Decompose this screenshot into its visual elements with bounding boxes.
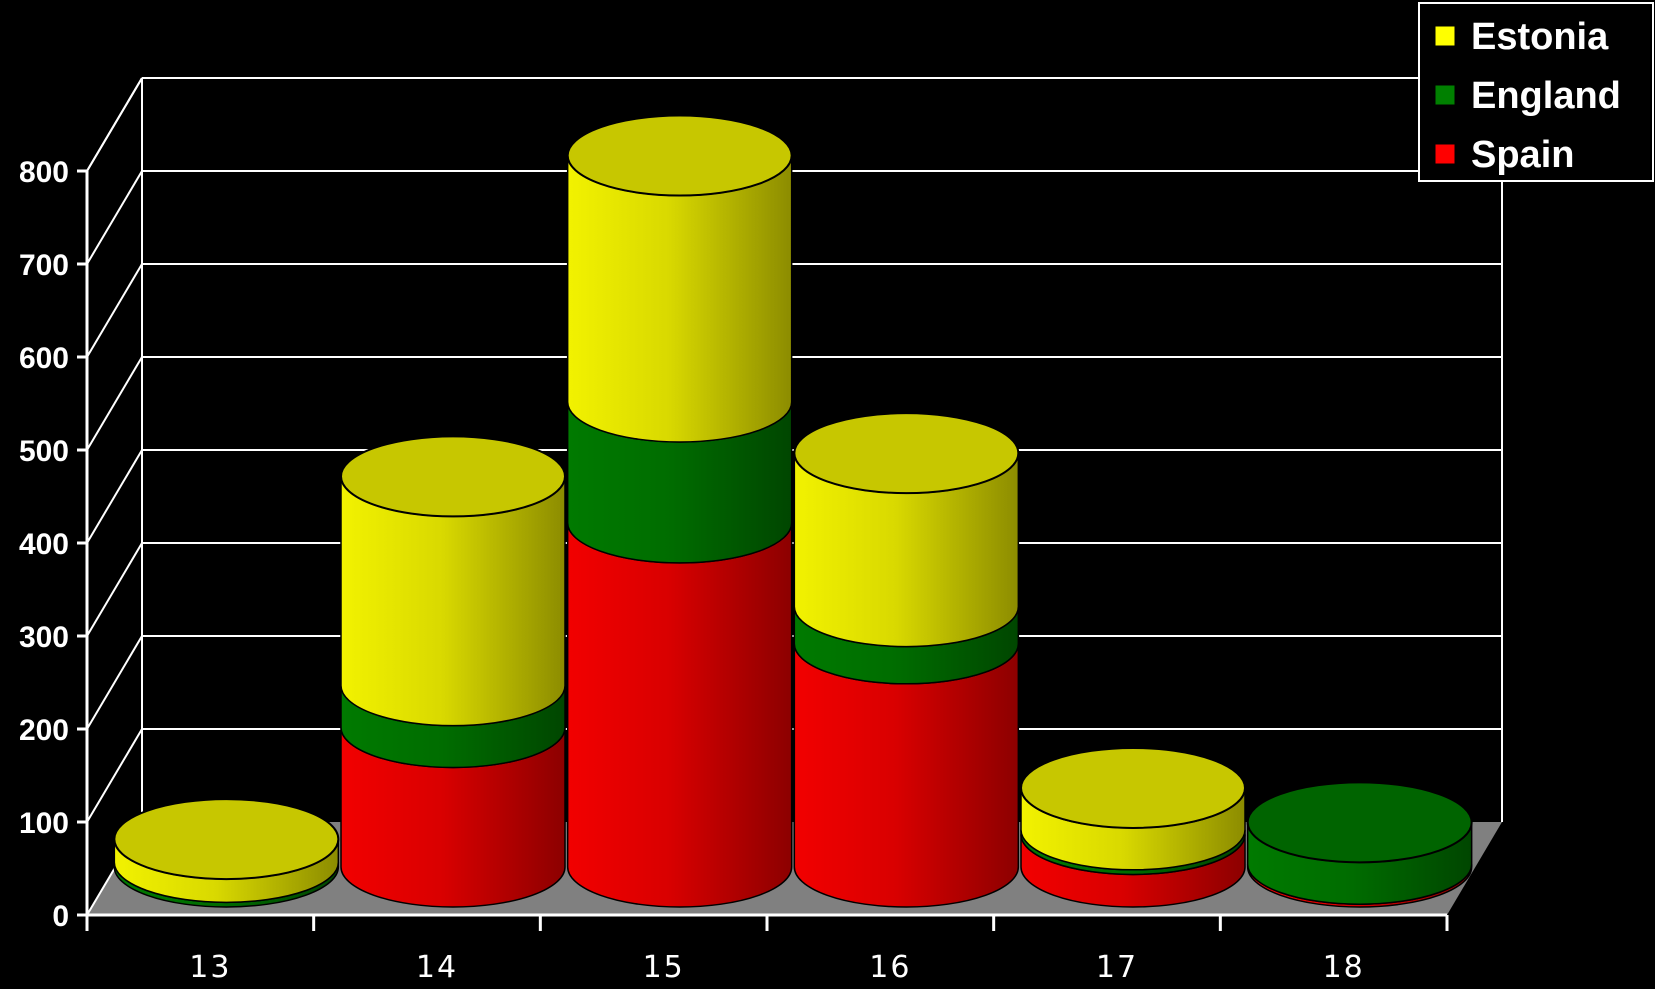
side-gridline xyxy=(86,170,143,265)
bar-stack xyxy=(1020,746,1246,908)
x-tick-label: 18 xyxy=(1323,950,1365,985)
side-gridline xyxy=(86,542,143,637)
wall-top-side xyxy=(86,77,143,172)
bar-top-cap xyxy=(1246,781,1473,864)
legend: Estonia England Spain xyxy=(1418,2,1654,182)
legend-label-estonia: Estonia xyxy=(1471,16,1609,58)
x-tick-label: 15 xyxy=(643,950,685,985)
y-tick-label: 400 xyxy=(19,528,69,561)
y-tick-label: 100 xyxy=(19,807,69,840)
bar-stack xyxy=(113,798,340,908)
y-tick-label: 200 xyxy=(19,714,69,747)
side-gridline xyxy=(86,356,143,451)
x-tick-label: 14 xyxy=(416,950,458,985)
bar-top-cap xyxy=(793,412,1020,495)
bar-top-cap xyxy=(113,798,340,881)
y-tick-label: 700 xyxy=(19,249,69,282)
side-gridline xyxy=(86,449,143,544)
legend-box xyxy=(1418,2,1654,182)
bar-top-cap xyxy=(1020,746,1246,829)
legend-swatch-england xyxy=(1434,84,1456,106)
bars xyxy=(113,114,1473,908)
side-gridline xyxy=(86,635,143,730)
side-gridline xyxy=(86,263,143,358)
y-tick-label: 500 xyxy=(19,435,69,468)
legend-swatch-spain xyxy=(1434,143,1456,165)
y-axis-tick-labels: 0 100 200 300 400 500 600 700 800 xyxy=(19,156,69,933)
bar-stack xyxy=(793,412,1020,908)
bar-top-cap xyxy=(340,435,566,518)
x-tick-label: 16 xyxy=(869,950,911,985)
bar-stack xyxy=(340,435,566,908)
x-tick-label: 13 xyxy=(189,950,231,985)
y-tick-label: 0 xyxy=(52,900,69,933)
y-tick-label: 600 xyxy=(19,342,69,375)
x-axis-tick-labels: 13 14 15 16 17 18 xyxy=(189,950,1365,985)
bar-segment-spain xyxy=(566,522,793,908)
bar-stack xyxy=(566,114,793,908)
axes xyxy=(77,169,1449,931)
x-tick-label: 17 xyxy=(1096,950,1138,985)
bar-top-cap xyxy=(566,114,793,197)
side-gridline xyxy=(86,728,143,823)
legend-swatch-estonia xyxy=(1434,25,1456,47)
y-tick-label: 800 xyxy=(19,156,69,189)
y-tick-label: 300 xyxy=(19,621,69,654)
bar-segment-estonia xyxy=(566,155,793,443)
bar-stack xyxy=(1246,781,1473,908)
legend-label-england: England xyxy=(1471,75,1621,117)
legend-label-spain: Spain xyxy=(1471,134,1574,176)
